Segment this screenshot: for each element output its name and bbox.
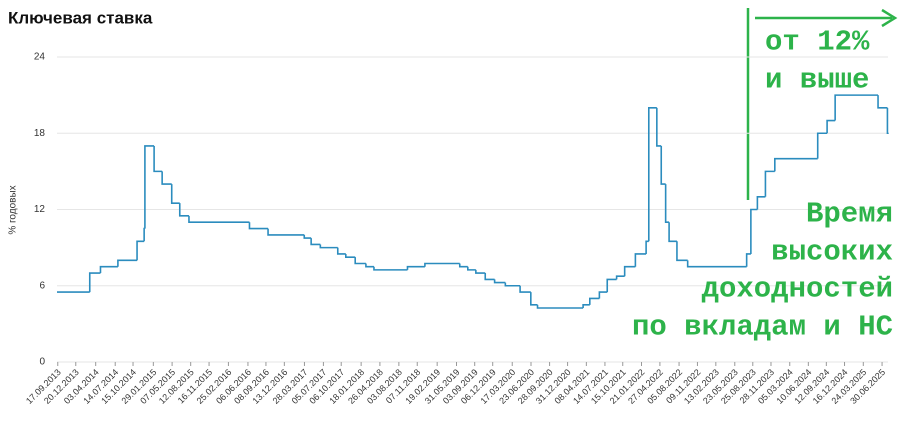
line-segment bbox=[816, 132, 828, 159]
annotation: от 12% bbox=[765, 26, 870, 59]
line-segment bbox=[248, 222, 269, 230]
line-segment bbox=[354, 257, 366, 265]
line-segment bbox=[519, 285, 531, 293]
line-segment bbox=[598, 291, 608, 299]
line-segment bbox=[764, 170, 775, 197]
line-segment bbox=[475, 269, 486, 274]
line-segment bbox=[161, 171, 172, 185]
line-segment bbox=[656, 107, 662, 147]
line-segment bbox=[144, 145, 155, 229]
line-segment bbox=[504, 282, 521, 287]
line-segment bbox=[668, 222, 677, 243]
line-segment bbox=[319, 244, 338, 249]
annotation: по вкладам и НС bbox=[632, 311, 893, 344]
y-tick-label: 24 bbox=[34, 52, 46, 63]
line-segment bbox=[647, 107, 657, 242]
line-segment bbox=[834, 94, 879, 121]
line-segment bbox=[484, 273, 495, 281]
annotation: и выше bbox=[765, 64, 869, 97]
line-segment bbox=[267, 228, 305, 236]
line-segment bbox=[774, 157, 818, 172]
y-tick-label: 18 bbox=[34, 128, 46, 139]
line-end bbox=[887, 132, 889, 135]
line-segment bbox=[373, 266, 408, 271]
line-segment bbox=[178, 203, 189, 217]
line-segment bbox=[345, 253, 356, 258]
line-segment bbox=[153, 145, 163, 173]
line-segment bbox=[660, 145, 666, 185]
line-segment bbox=[615, 275, 625, 280]
line-segment bbox=[406, 265, 425, 270]
line-segment bbox=[336, 247, 346, 255]
chart-title: Ключевая ставка bbox=[8, 8, 153, 27]
y-tick-label: 0 bbox=[39, 357, 45, 368]
line-segment bbox=[424, 262, 460, 267]
line-segment bbox=[530, 292, 538, 306]
line-segment bbox=[99, 265, 118, 274]
line-segment bbox=[170, 184, 180, 204]
line-segment bbox=[606, 278, 617, 293]
line-segment bbox=[745, 253, 751, 267]
line-segment bbox=[826, 119, 836, 134]
y-tick-label: 6 bbox=[39, 280, 45, 291]
annotation: высоких bbox=[771, 236, 893, 269]
line-segment bbox=[136, 240, 145, 261]
line-segment bbox=[88, 272, 101, 293]
line-segment bbox=[676, 241, 688, 262]
y-tick-label: 12 bbox=[34, 204, 46, 215]
line-segment bbox=[634, 253, 647, 267]
line-segment bbox=[143, 227, 145, 242]
line-segment bbox=[664, 184, 670, 224]
line-segment bbox=[645, 240, 649, 254]
line-segment bbox=[303, 234, 312, 239]
line-segment bbox=[365, 263, 374, 268]
y-axis-label: % годовых bbox=[8, 185, 19, 234]
line-segment bbox=[493, 279, 506, 284]
line-segment bbox=[877, 95, 888, 109]
annotation: Время bbox=[806, 198, 893, 231]
line-segment bbox=[886, 107, 889, 135]
line-segment bbox=[188, 215, 250, 224]
line-segment bbox=[589, 297, 600, 305]
line-segment bbox=[582, 304, 590, 308]
line-segment bbox=[750, 208, 758, 254]
line-segment bbox=[623, 265, 636, 277]
line-segment bbox=[467, 266, 476, 271]
line-segment bbox=[310, 238, 321, 246]
line-segment bbox=[686, 260, 747, 268]
line-segment bbox=[458, 263, 468, 268]
line-segment bbox=[117, 259, 138, 267]
line-segment bbox=[756, 195, 766, 210]
arrow-head bbox=[881, 8, 898, 28]
line-segment bbox=[536, 304, 584, 309]
annotation: доходностей bbox=[702, 273, 893, 306]
